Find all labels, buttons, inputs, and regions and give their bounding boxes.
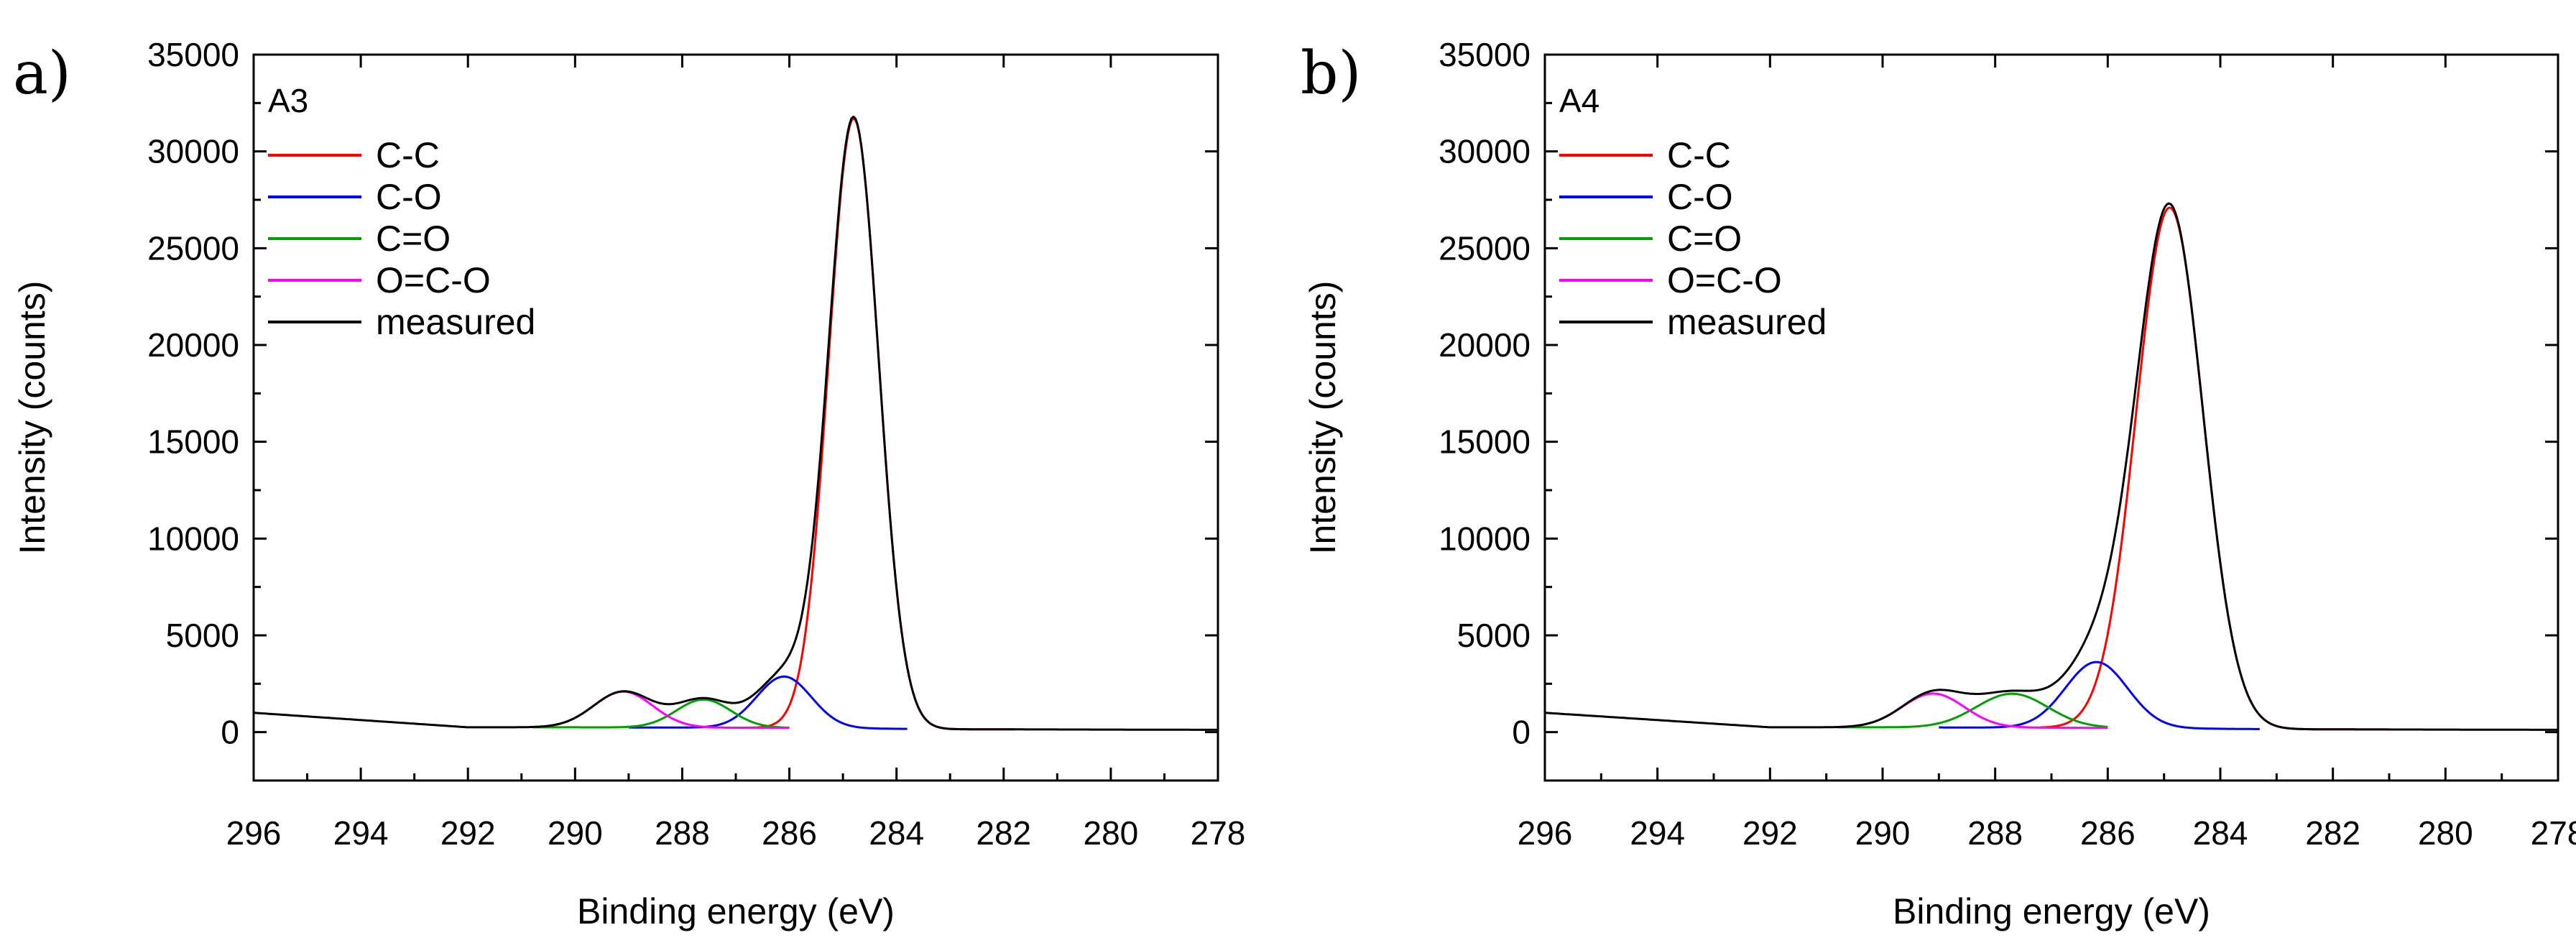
x-tick-label: 278	[2531, 814, 2576, 852]
legend-label: C=O	[1667, 218, 1742, 259]
legend-label: C-C	[1667, 135, 1731, 175]
y-tick-label: 15000	[147, 423, 239, 461]
y-tick-label: 20000	[1439, 326, 1531, 364]
x-tick-label: 294	[333, 814, 389, 852]
panel-a4: 296 294 292 290 288 286 284 282 280 278 0 5000 10000…	[1301, 36, 2576, 931]
x-tick-label: 288	[1967, 814, 2023, 852]
y-tick-label: 10000	[147, 520, 239, 557]
y-axis-title: Intensity (counts)	[12, 281, 52, 555]
y-tick-label: 25000	[147, 229, 239, 267]
panel-letter: b)	[1301, 40, 1361, 108]
series-line-c-c	[2039, 206, 2390, 731]
x-tick-label: 296	[226, 814, 282, 852]
legend-label: C-C	[376, 135, 440, 175]
y-tick-label: 10000	[1439, 520, 1531, 557]
series-line-measured	[253, 115, 1218, 731]
series-line-c-o	[1938, 661, 2261, 730]
y-tick-label: 0	[221, 714, 239, 751]
y-tick-label: 30000	[1439, 133, 1531, 170]
series-line-measured	[1544, 202, 2558, 731]
y-tick-label: 5000	[166, 617, 239, 654]
legend-label: C-O	[376, 177, 442, 217]
legend-label: C=O	[376, 218, 451, 259]
x-tick-label: 286	[2080, 814, 2136, 852]
panel-letter: a)	[13, 40, 71, 108]
sample-label: A3	[268, 82, 308, 119]
series-line-c-o	[531, 698, 790, 729]
x-tick-label: 290	[1855, 814, 1911, 852]
y-tick-label: 35000	[147, 36, 239, 73]
legend-label: O=C-O	[1667, 260, 1782, 300]
legend-label: measured	[376, 302, 535, 342]
x-tick-label: 294	[1630, 814, 1685, 852]
x-tick-label: 282	[976, 814, 1031, 852]
x-tick-label: 296	[1518, 814, 1573, 852]
y-tick-label: 0	[1512, 714, 1531, 751]
x-tick-label: 286	[762, 814, 817, 852]
x-axis-title: Binding energy (eV)	[577, 891, 895, 931]
legend-label: C-O	[1667, 177, 1733, 217]
x-axis-title: Binding energy (eV)	[1893, 891, 2210, 931]
x-tick-label: 282	[2305, 814, 2360, 852]
x-tick-label: 280	[2418, 814, 2473, 852]
x-tick-label: 280	[1084, 814, 1139, 852]
y-tick-label: 30000	[147, 133, 239, 170]
x-tick-label: 278	[1191, 814, 1246, 852]
x-tick-label: 284	[869, 814, 924, 852]
x-tick-label: 290	[548, 814, 603, 852]
legend-label: O=C-O	[376, 260, 491, 300]
y-tick-label: 35000	[1439, 36, 1531, 73]
legend-label: measured	[1667, 302, 1827, 342]
y-tick-label: 20000	[147, 326, 239, 364]
panel-a3: 296 294 292 290 288 286 284 282 280 278 0 5000 10000…	[12, 36, 1245, 931]
sample-label: A4	[1559, 82, 1599, 119]
y-tick-label: 5000	[1457, 617, 1531, 654]
x-tick-label: 292	[1742, 814, 1798, 852]
y-tick-label: 15000	[1439, 423, 1531, 461]
x-tick-label: 292	[440, 814, 496, 852]
series-line-c-o	[628, 675, 908, 730]
y-axis-title: Intensity (counts)	[1303, 281, 1343, 555]
x-tick-label: 288	[655, 814, 710, 852]
y-tick-label: 25000	[1439, 229, 1531, 267]
x-tick-label: 284	[2193, 814, 2248, 852]
series-line-c-o	[1837, 692, 2109, 729]
series-line-c-c	[724, 117, 1015, 731]
